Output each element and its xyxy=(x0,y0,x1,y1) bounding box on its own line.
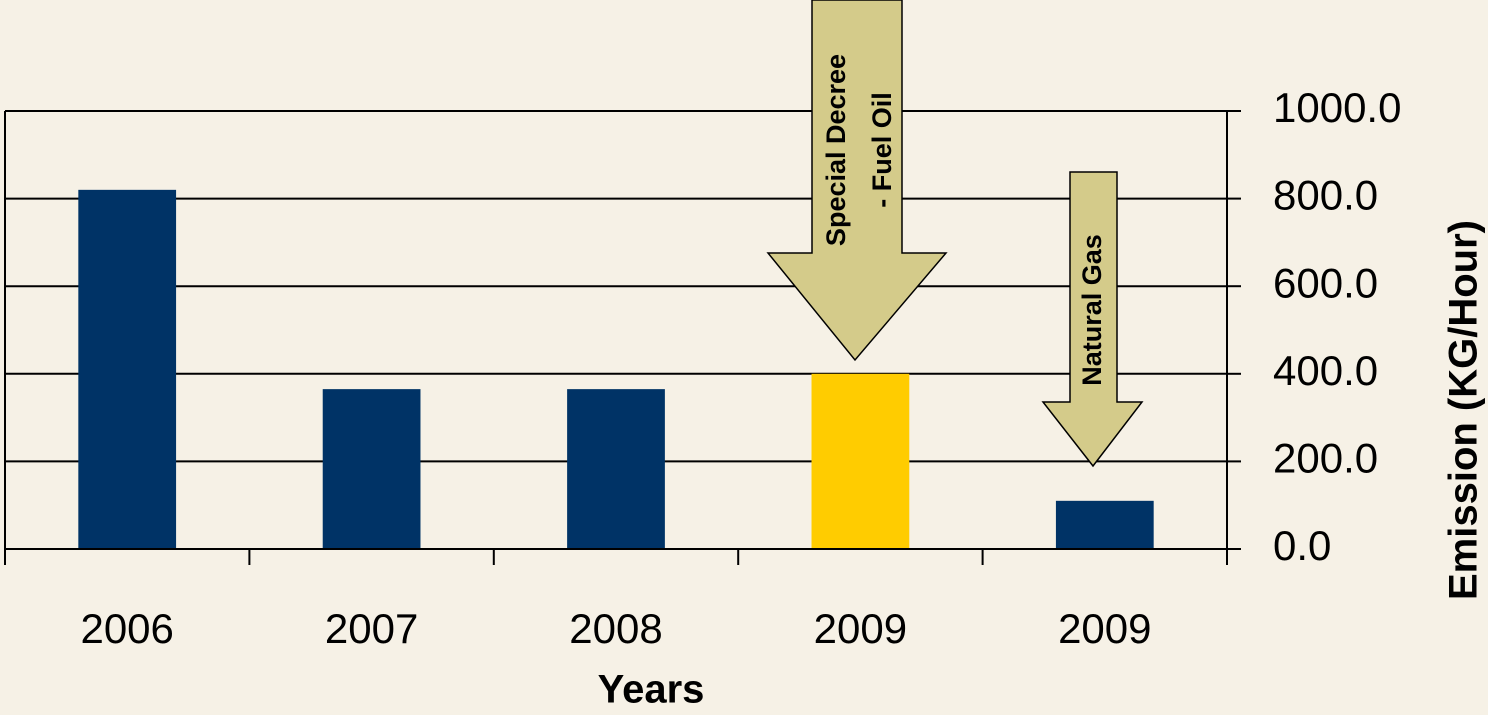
x-tick-label: 2007 xyxy=(325,605,418,652)
bar xyxy=(811,373,910,549)
x-axis-title: Years xyxy=(598,668,705,712)
bar xyxy=(322,389,421,549)
annotation: - Fuel Oil xyxy=(867,92,897,208)
x-tick-label: 2009 xyxy=(814,605,907,652)
x-tick-label: 2009 xyxy=(1058,605,1151,652)
annotation: Special Decree xyxy=(821,54,851,246)
y-tick-label: 0.0 xyxy=(1273,522,1331,569)
y-axis-title: Emission (KG/Hour) xyxy=(1442,220,1486,600)
x-tick-label: 2006 xyxy=(80,605,173,652)
plot-area: 0.0 200.0 400.0 600.0 800.0 1000.0 2006 2007 200… xyxy=(4,84,1401,652)
annotation: Natural Gas xyxy=(1077,234,1107,386)
arrow xyxy=(1041,171,1144,468)
bar xyxy=(1055,500,1154,549)
arrow xyxy=(766,0,948,362)
y-tick-label: 400.0 xyxy=(1273,347,1378,394)
y-tick-label: 800.0 xyxy=(1273,172,1378,219)
x-tick-label: 2008 xyxy=(569,605,662,652)
bar xyxy=(567,389,665,549)
y-tick-label: 1000.0 xyxy=(1273,84,1401,131)
y-tick-label: 200.0 xyxy=(1273,434,1378,481)
bar xyxy=(78,189,177,549)
y-tick-label: 600.0 xyxy=(1273,259,1378,306)
